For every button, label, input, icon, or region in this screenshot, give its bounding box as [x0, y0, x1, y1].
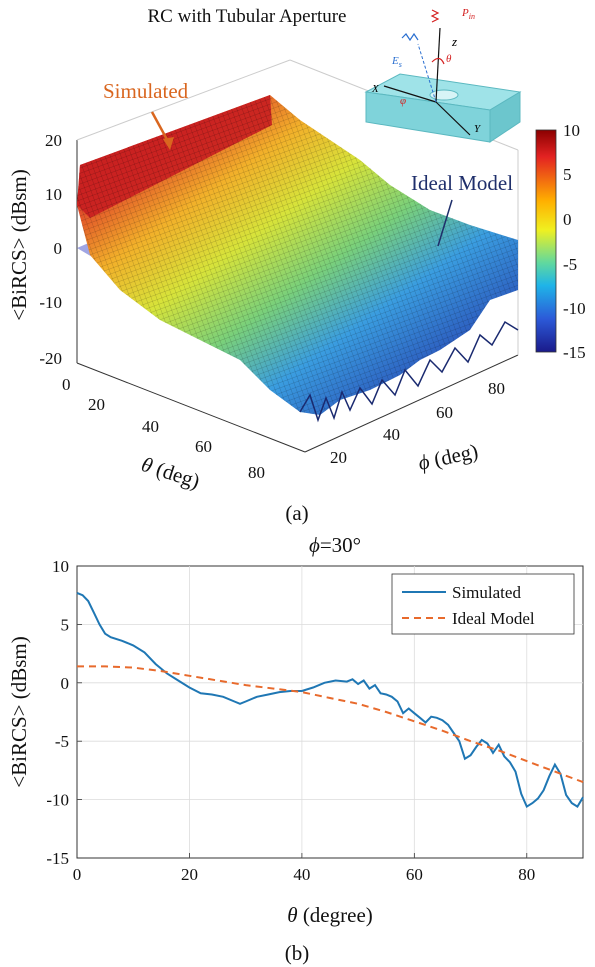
colorbar-tick-label: 10 — [563, 121, 580, 140]
inset-e-label: Es — [391, 55, 402, 69]
phi-tick-label: 60 — [436, 403, 453, 422]
z-tick-label: 20 — [45, 131, 62, 150]
theta-tick-label: 0 — [62, 375, 71, 394]
z-tick-label: -20 — [39, 349, 62, 368]
x-tick-label: 0 — [73, 865, 82, 884]
inset-y-label: Y — [474, 123, 482, 135]
panel-b-x-unit: (degree) — [298, 903, 373, 927]
theta-axis-line — [76, 362, 306, 453]
panel-a: RC with Tubular Aperture 20 10 — [7, 6, 586, 525]
caption-b: (b) — [285, 941, 310, 965]
phi-unit: (deg) — [427, 439, 480, 473]
x-tick-labels: 0 20 40 60 80 — [73, 865, 536, 884]
z-axis-label: <BiRCS> (dBsm) — [7, 169, 31, 320]
series-line-simulated — [76, 591, 584, 809]
phi-axis-label: ϕ (deg) — [416, 439, 480, 475]
panel-b-x-axis-label: θ (degree) — [287, 903, 373, 927]
inset-x-label: X — [371, 83, 380, 95]
inset-x-axis — [383, 85, 437, 103]
inset-box-side — [489, 91, 521, 143]
theta-axis-label: θ (deg) — [138, 452, 202, 493]
z-tick-label: -10 — [39, 293, 62, 312]
series-line-ideal-model — [77, 665, 584, 784]
panel-b-title-symbol: ϕ — [309, 533, 320, 557]
phi-symbol: ϕ — [416, 449, 432, 475]
inset-e-main: E — [391, 55, 399, 67]
surface-plot — [77, 95, 519, 423]
theta-unit: (deg) — [148, 455, 203, 493]
y-tick-label: 10 — [52, 557, 69, 576]
phi-tick-labels: 20 40 60 80 — [330, 379, 505, 467]
legend: Simulated Ideal Model — [391, 573, 575, 635]
surface-edge — [299, 320, 519, 423]
z-tick-label: 0 — [54, 239, 63, 258]
inset-y-axis — [435, 101, 471, 136]
panel-b: ϕ=30° 0 20 40 60 80 10 5 0 -5 -10 -15 <BiRCS> (dB… — [7, 533, 584, 965]
panel-b-x-symbol: θ — [287, 903, 297, 927]
inset-theta-arc — [431, 57, 445, 65]
phi-tick-label: 40 — [383, 425, 400, 444]
colorbar: 10 5 0 -5 -10 -15 — [535, 121, 586, 362]
theta-tick-label: 80 — [248, 463, 265, 482]
z-tick-labels: 20 10 0 -10 -20 — [39, 131, 62, 368]
theta-tick-labels: 0 20 40 60 80 — [62, 375, 265, 482]
colorbar-gradient — [535, 129, 557, 353]
inset-p-sub: in — [469, 12, 475, 21]
inset-es-line — [417, 43, 437, 103]
x-tick-label: 60 — [406, 865, 423, 884]
colorbar-tick-label: -5 — [563, 255, 577, 274]
theta-tick-label: 60 — [195, 437, 212, 456]
theta-tick-label: 20 — [88, 395, 105, 414]
simulated-arrowhead — [163, 137, 174, 150]
colorbar-tick-label: 5 — [563, 165, 572, 184]
phi-tick-label: 20 — [330, 448, 347, 467]
simulated-annotation: Simulated — [103, 79, 189, 103]
inset-phi-label: φ — [400, 95, 406, 107]
caption-a: (a) — [285, 501, 308, 525]
phi-axis-line — [304, 354, 519, 453]
y-tick-label: -15 — [46, 849, 69, 868]
inset-theta-label: θ — [446, 53, 452, 65]
series-lines — [76, 591, 584, 809]
ideal-model-annotation: Ideal Model — [411, 171, 513, 195]
inset-pin-wave — [430, 9, 440, 23]
theta-tick-label: 40 — [142, 417, 159, 436]
y-tick-label: -5 — [55, 732, 69, 751]
legend-label-ideal: Ideal Model — [452, 609, 535, 628]
inset-p-label: Pin — [461, 7, 475, 21]
ideal-model-arrow — [437, 199, 453, 247]
legend-box — [391, 573, 575, 635]
legend-label-simulated: Simulated — [452, 583, 521, 602]
inset-p-main: P — [461, 7, 469, 19]
x-tick-label: 80 — [518, 865, 535, 884]
panel-b-title: ϕ=30° — [309, 533, 361, 557]
phi-tick-label: 80 — [488, 379, 505, 398]
z-tick-label: 10 — [45, 185, 62, 204]
back-edge-line — [76, 59, 291, 141]
y-tick-label: 5 — [61, 615, 70, 634]
inset-es-wave — [401, 32, 419, 42]
inset-geometry: z X Y θ φ Es Pin — [364, 7, 522, 143]
colorbar-tick-label: 0 — [563, 210, 572, 229]
panel-b-y-axis-label: <BiRCS> (dBsm) — [7, 636, 31, 787]
panel-a-title: RC with Tubular Aperture — [148, 6, 347, 27]
inset-z-label: z — [451, 34, 457, 49]
y-tick-labels: 10 5 0 -5 -10 -15 — [46, 557, 69, 868]
x-tick-label: 40 — [293, 865, 310, 884]
colorbar-tick-label: -10 — [563, 299, 586, 318]
panel-b-title-value: =30° — [320, 533, 361, 557]
simulated-surface-mesh — [77, 95, 518, 415]
y-tick-label: 0 — [61, 674, 70, 693]
red-ridge-mesh — [77, 95, 272, 218]
inset-e-sub: s — [399, 60, 402, 69]
x-tick-label: 20 — [181, 865, 198, 884]
y-tick-label: -10 — [46, 791, 69, 810]
inset-z-axis — [435, 27, 441, 103]
colorbar-tick-label: -15 — [563, 343, 586, 362]
